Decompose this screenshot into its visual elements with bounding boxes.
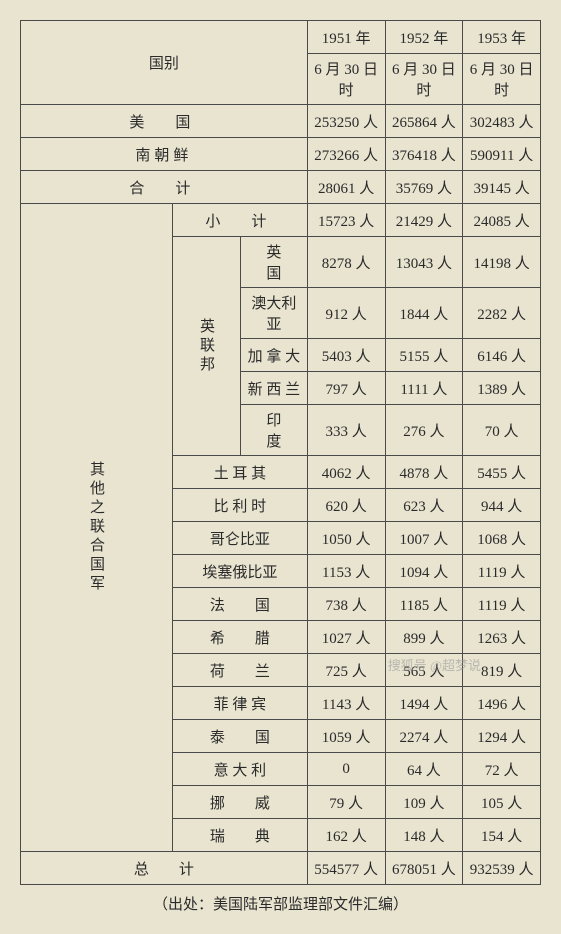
date-1953: 6 月 30 日时	[463, 54, 541, 105]
col-1952: 1952 年	[385, 21, 463, 54]
row-skorea: 南朝鲜273266 人376418 人590911 人	[21, 138, 541, 171]
col-1953: 1953 年	[463, 21, 541, 54]
date-1952: 6 月 30 日时	[385, 54, 463, 105]
header-row-1: 国别 1951 年 1952 年 1953 年	[21, 21, 541, 54]
date-1951: 6 月 30 日时	[307, 54, 385, 105]
watermark: 搜狐号 @超梦说	[388, 655, 481, 674]
source-footer: （出处：美国陆军部监理部文件汇编）	[20, 893, 541, 914]
commonwealth-label: 英联邦	[173, 237, 241, 456]
row-subtotal: 其他之联合国军小 计15723 人21429 人24085 人	[21, 204, 541, 237]
other-forces-label: 其他之联合国军	[21, 204, 173, 852]
row-usa: 美 国253250 人265864 人302483 人	[21, 105, 541, 138]
row-grand: 总 计554577 人678051 人932539 人	[21, 852, 541, 885]
troop-table: 国别 1951 年 1952 年 1953 年 6 月 30 日时 6 月 30…	[20, 20, 541, 885]
row-total1: 合 计28061 人35769 人39145 人	[21, 171, 541, 204]
col-1951: 1951 年	[307, 21, 385, 54]
col-country: 国别	[21, 21, 308, 105]
